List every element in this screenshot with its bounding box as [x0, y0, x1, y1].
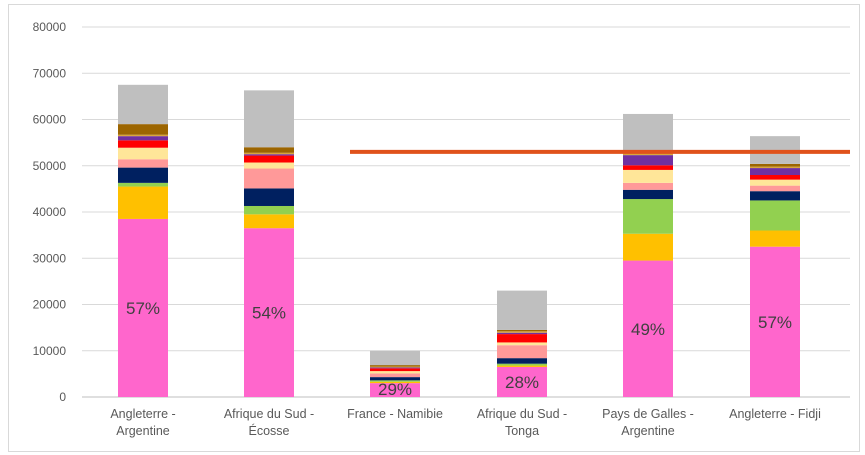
- x-category-label: France - Namibie: [347, 407, 443, 421]
- bar-segment: [497, 358, 547, 364]
- y-tick-label: 80000: [33, 20, 67, 34]
- bar-segment: [244, 90, 294, 148]
- y-tick-label: 40000: [33, 205, 67, 219]
- bar-segment: [244, 228, 294, 397]
- bar-segment: [370, 371, 420, 374]
- bar-segment: [497, 334, 547, 343]
- bar-percent-label: 29%: [378, 380, 412, 399]
- bar-segment: [497, 332, 547, 335]
- bar-segment: [244, 205, 294, 215]
- bar-segment: [118, 159, 168, 168]
- y-tick-label: 0: [59, 390, 66, 404]
- bar-segment: [118, 84, 168, 125]
- bar-segment: [750, 168, 800, 175]
- x-category-label: Argentine: [621, 424, 675, 438]
- bar-segment: [244, 162, 294, 169]
- bar-segment: [244, 147, 294, 153]
- x-category-label: Tonga: [505, 424, 539, 438]
- bar-segment: [623, 113, 673, 151]
- bar-segment: [370, 377, 420, 381]
- bar-segment: [370, 366, 420, 368]
- x-category-label: Angleterre - Fidji: [729, 407, 821, 421]
- bar-segment: [118, 182, 168, 187]
- bar-segment: [623, 182, 673, 190]
- bar-percent-label: 28%: [505, 373, 539, 392]
- bar-segment: [497, 345, 547, 359]
- bar-segment: [750, 200, 800, 231]
- y-tick-label: 20000: [33, 298, 67, 312]
- bar-segment: [750, 230, 800, 247]
- bar-segment: [497, 331, 547, 333]
- bar-segment: [370, 367, 420, 369]
- bar-segment: [623, 260, 673, 397]
- bar-segment: [623, 155, 673, 166]
- x-category-label: Pays de Galles -: [602, 407, 694, 421]
- bar-segment: [623, 169, 673, 183]
- bar-segment: [370, 365, 420, 367]
- chart-frame: [8, 4, 860, 452]
- y-tick-label: 30000: [33, 251, 67, 265]
- bar-percent-label: 54%: [252, 304, 286, 323]
- bar-percent-label: 57%: [126, 299, 160, 318]
- bar-segment: [750, 175, 800, 180]
- y-tick-label: 60000: [33, 113, 67, 127]
- bar-segment: [244, 155, 294, 163]
- bar-segment: [370, 380, 420, 382]
- bar-segment: [370, 383, 420, 397]
- x-category-label: Afrique du Sud -: [224, 407, 314, 421]
- bar-segment: [118, 136, 168, 141]
- bar-segment: [750, 246, 800, 397]
- bar-segment: [623, 165, 673, 170]
- bar-segment: [623, 153, 673, 156]
- bar-segment: [244, 214, 294, 229]
- bar-segment: [118, 140, 168, 148]
- bar-segment: [497, 363, 547, 366]
- bar-segment: [370, 381, 420, 384]
- bar-segment: [118, 186, 168, 219]
- y-tick-label: 50000: [33, 159, 67, 173]
- bar-segment: [497, 342, 547, 346]
- bar-segment: [244, 154, 294, 156]
- bar-segment: [118, 147, 168, 160]
- bar-segment: [750, 163, 800, 167]
- y-tick-label: 70000: [33, 66, 67, 80]
- bar-segment: [370, 373, 420, 378]
- bar-segment: [244, 152, 294, 155]
- bar-segment: [750, 191, 800, 201]
- bar-segment: [370, 350, 420, 366]
- x-category-label: Argentine: [116, 424, 170, 438]
- bar-segment: [118, 167, 168, 183]
- bar-segment: [118, 218, 168, 397]
- bar-segment: [118, 124, 168, 135]
- bar-segment: [750, 185, 800, 192]
- bar-segment: [497, 290, 547, 330]
- bar-segment: [750, 166, 800, 169]
- bar-segment: [623, 233, 673, 261]
- bar-segment: [370, 368, 420, 372]
- x-category-label: Afrique du Sud -: [477, 407, 567, 421]
- bar-segment: [623, 189, 673, 200]
- bar-segment: [623, 199, 673, 234]
- bar-percent-label: 57%: [758, 313, 792, 332]
- bar-percent-label: 49%: [631, 320, 665, 339]
- y-tick-label: 10000: [33, 344, 67, 358]
- x-category-label: Angleterre -: [110, 407, 175, 421]
- bar-segment: [118, 134, 168, 137]
- bar-segment: [244, 168, 294, 189]
- bar-segment: [497, 365, 547, 367]
- bar-segment: [750, 179, 800, 186]
- bar-segment: [497, 366, 547, 397]
- bar-segment: [244, 188, 294, 206]
- bar-segment: [497, 329, 547, 332]
- x-category-label: Écosse: [249, 423, 290, 438]
